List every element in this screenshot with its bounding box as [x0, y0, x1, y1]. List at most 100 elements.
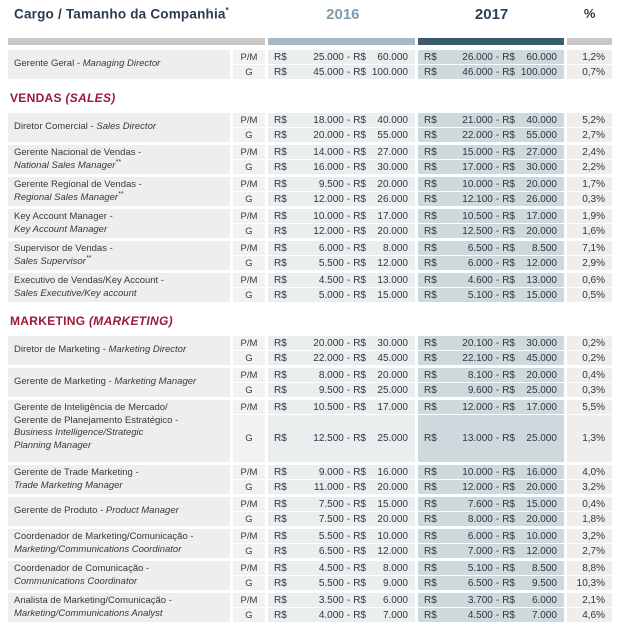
percent-change-cell: 2,1%	[567, 593, 612, 607]
range-max: 9.500	[531, 577, 557, 589]
range-max: 30.000	[377, 337, 408, 349]
company-size-subrow: G R$ 11.000- R$ 20.000 R$ 12.000- R$ 20.000 3,2%	[233, 480, 612, 494]
range-2016-cell: R$ 4.500- R$ 8.000	[268, 561, 415, 575]
row-values: P/M R$ 6.000- R$ 8.000 R$ 6.500- R$ 8.500 7,1% G R$…	[233, 241, 612, 270]
percent-change-cell: 0,6%	[567, 273, 612, 287]
salary-range: R$ 4.500- R$ 7.000	[424, 610, 557, 621]
currency-label: R$	[502, 114, 515, 126]
range-2016-cell: R$ 12.500- R$ 25.000	[268, 415, 415, 462]
range-2017-cell: R$ 15.000- R$ 27.000	[418, 145, 564, 159]
job-title-pt: Gerente Regional de Vendas -	[14, 179, 142, 190]
currency-label: R$	[353, 594, 366, 606]
range-max: 20.000	[526, 481, 557, 493]
table-row: Coordenador de Marketing/Comunicação - Ma…	[8, 529, 612, 558]
range-dash: -	[346, 178, 351, 190]
section-header: VENDAS (SALES)	[8, 82, 612, 113]
range-max: 12.000	[377, 257, 408, 269]
range-2017-cell: R$ 5.100- R$ 15.000	[418, 288, 564, 302]
currency-label: R$	[353, 352, 366, 364]
company-size-cell: G	[233, 351, 265, 365]
salary-range: R$ 12.000- R$ 20.000	[424, 482, 557, 493]
company-size-subrow: G R$ 12.000- R$ 26.000 R$ 12.100- R$ 26.000 0,3%	[233, 192, 612, 206]
salary-range: R$ 10.000- R$ 17.000	[274, 211, 408, 222]
currency-label: R$	[353, 274, 366, 286]
currency-label: R$	[502, 225, 515, 237]
range-max: 9.000	[382, 577, 408, 589]
job-title-cell: Supervisor de Vendas - Sales Supervisor**	[8, 241, 230, 270]
range-2016-cell: R$ 5.500- R$ 9.000	[268, 576, 415, 590]
company-size-subrow: G R$ 12.000- R$ 20.000 R$ 12.500- R$ 20.000 1,6%	[233, 224, 612, 238]
percent-change-cell: 10,3%	[567, 576, 612, 590]
range-min: 7.000	[467, 545, 493, 557]
currency-label: R$	[353, 129, 366, 141]
range-min: 6.500	[467, 577, 493, 589]
currency-label: R$	[274, 114, 287, 126]
job-title-en: Sales Supervisor	[14, 255, 86, 267]
currency-label: R$	[353, 481, 366, 493]
range-dash: -	[346, 401, 351, 413]
currency-label: R$	[353, 51, 366, 63]
job-title-line: Executivo de Vendas/Key Account -	[14, 275, 226, 288]
job-title-pt: Supervisor de Vendas -	[14, 243, 113, 254]
salary-range: R$ 9.000- R$ 16.000	[274, 467, 408, 478]
range-min: 12.000	[313, 193, 344, 205]
currency-label: R$	[502, 352, 515, 364]
range-dash: -	[495, 161, 500, 173]
job-title-cell: Coordenador de Marketing/Comunicação - Ma…	[8, 529, 230, 558]
currency-label: R$	[502, 433, 515, 444]
salary-range: R$ 16.000- R$ 30.000	[274, 162, 408, 173]
percent-change-cell: 0,2%	[567, 336, 612, 350]
column-header-percent: %	[583, 6, 596, 21]
currency-label: R$	[274, 257, 287, 269]
range-min: 20.000	[313, 129, 344, 141]
percent-change-cell: 0,3%	[567, 192, 612, 206]
company-size-subrow: G R$ 5.500- R$ 12.000 R$ 6.000- R$ 12.000 2,9%	[233, 256, 612, 270]
range-max: 26.000	[377, 193, 408, 205]
range-max: 30.000	[526, 161, 557, 173]
job-title-line: Trade Marketing Manager	[14, 480, 226, 493]
currency-label: R$	[502, 178, 515, 190]
range-2016-cell: R$ 7.500- R$ 20.000	[268, 512, 415, 526]
currency-label: R$	[274, 242, 287, 254]
company-size-cell: G	[233, 512, 265, 526]
salary-range: R$ 6.500- R$ 12.000	[274, 546, 408, 557]
range-max: 30.000	[377, 161, 408, 173]
percent-change-cell: 1,6%	[567, 224, 612, 238]
range-min: 22.100	[462, 352, 493, 364]
currency-label: R$	[274, 178, 287, 190]
range-max: 8.000	[382, 562, 408, 574]
range-dash: -	[495, 242, 500, 254]
company-size-cell: G	[233, 160, 265, 174]
range-min: 20.100	[462, 337, 493, 349]
range-max: 25.000	[377, 433, 408, 444]
company-size-cell: P/M	[233, 368, 265, 382]
percent-change-cell: 3,2%	[567, 529, 612, 543]
range-2016-cell: R$ 7.500- R$ 15.000	[268, 497, 415, 511]
range-max: 12.000	[526, 257, 557, 269]
range-dash: -	[495, 577, 500, 589]
currency-label: R$	[424, 369, 437, 381]
company-size-cell: G	[233, 224, 265, 238]
company-size-cell: P/M	[233, 50, 265, 64]
range-max: 25.000	[526, 433, 557, 444]
range-2016-cell: R$ 4.000- R$ 7.000	[268, 608, 415, 622]
percent-change-cell: 2,7%	[567, 128, 612, 142]
range-dash: -	[495, 594, 500, 606]
range-min: 3.700	[467, 594, 493, 606]
table-row: Analista de Marketing/Comunicação - Marke…	[8, 593, 612, 622]
range-dash: -	[346, 369, 351, 381]
range-dash: -	[495, 466, 500, 478]
range-min: 10.000	[462, 466, 493, 478]
range-dash: -	[495, 513, 500, 525]
table-row: Gerente Nacional de Vendas - National Sal…	[8, 145, 612, 174]
range-2016-cell: R$ 12.000- R$ 26.000	[268, 192, 415, 206]
range-max: 17.000	[377, 401, 408, 413]
range-dash: -	[495, 210, 500, 222]
row-values: P/M R$ 18.000- R$ 40.000 R$ 21.000- R$ 40.000 5,2…	[233, 113, 612, 142]
range-max: 6.000	[382, 594, 408, 606]
salary-range: R$ 3.500- R$ 6.000	[274, 595, 408, 606]
currency-label: R$	[274, 466, 287, 478]
job-title-pt: Coordenador de Comunicação -	[14, 563, 150, 574]
percent-change-cell: 1,8%	[567, 512, 612, 526]
currency-label: R$	[424, 530, 437, 542]
